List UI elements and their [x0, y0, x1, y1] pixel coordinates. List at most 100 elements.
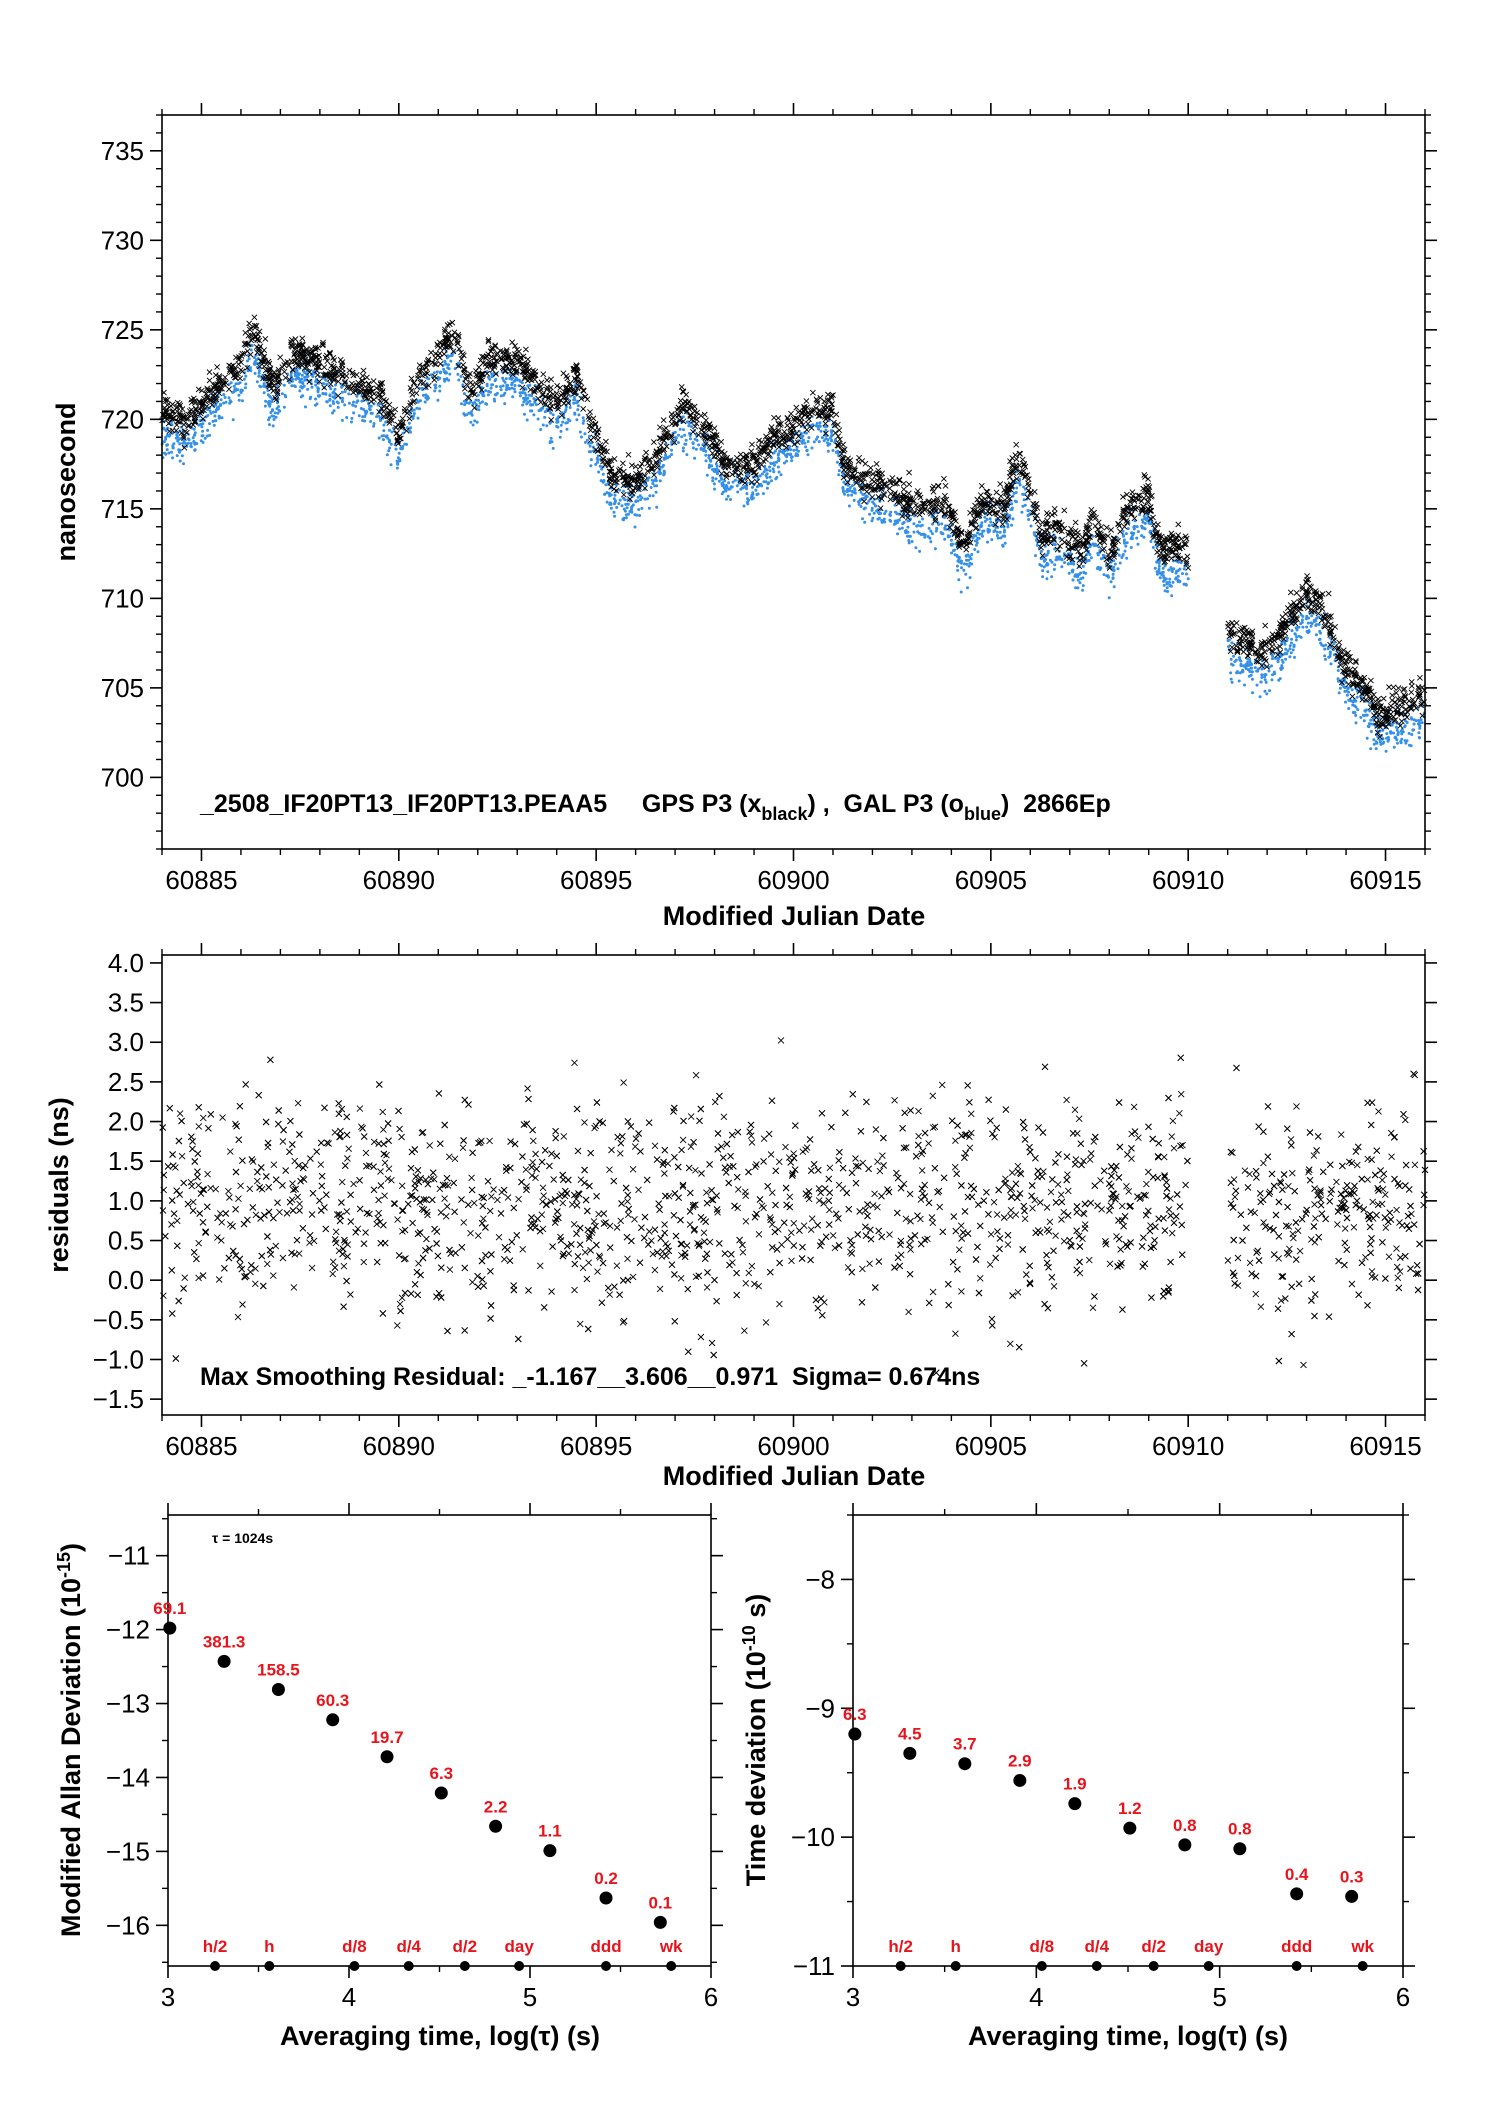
- gal-point: [1237, 679, 1241, 683]
- gal-point: [271, 408, 274, 412]
- gal-point: [589, 464, 593, 468]
- gal-point: [826, 443, 830, 447]
- gal-point: [973, 548, 977, 551]
- gal-point: [1246, 660, 1250, 664]
- gps-point: [165, 420, 172, 427]
- gps-point: [1394, 696, 1401, 702]
- gal-point: [1263, 689, 1267, 693]
- gal-point: [1305, 625, 1309, 629]
- gal-point: [523, 412, 526, 416]
- gal-point: [613, 493, 617, 497]
- gal-point: [850, 493, 854, 497]
- gal-point: [1053, 547, 1057, 551]
- gal-point: [298, 380, 302, 384]
- gal-point: [1260, 676, 1264, 679]
- gal-point: [433, 383, 437, 387]
- gal-point: [577, 413, 581, 417]
- gal-point: [647, 506, 651, 510]
- gal-point: [1363, 709, 1367, 713]
- gps-point: [407, 402, 414, 409]
- gal-point: [620, 504, 624, 508]
- gal-point: [298, 389, 302, 393]
- gps-point: [1101, 539, 1108, 546]
- gal-point: [674, 436, 678, 440]
- gal-point: [1284, 657, 1288, 661]
- gal-point: [268, 416, 271, 420]
- gal-point: [1246, 657, 1250, 661]
- gal-point: [1396, 732, 1400, 736]
- gal-point: [950, 551, 954, 555]
- gal-point: [804, 445, 808, 449]
- gal-point: [1136, 542, 1140, 546]
- gps-point: [174, 408, 181, 415]
- gal-point: [1112, 585, 1116, 589]
- gal-point: [1378, 738, 1382, 742]
- gal-point: [914, 546, 918, 550]
- gal-point: [262, 382, 266, 386]
- gal-point: [314, 383, 318, 387]
- gal-point: [643, 497, 647, 501]
- gal-point: [1122, 538, 1126, 542]
- gal-point: [519, 380, 523, 384]
- gal-point: [965, 558, 968, 562]
- gps-point: [1416, 674, 1423, 681]
- gal-point: [396, 456, 400, 460]
- gps-point: [1077, 552, 1084, 559]
- gal-point: [1354, 713, 1358, 717]
- gal-point: [385, 434, 389, 438]
- gal-point: [1282, 639, 1286, 643]
- gal-point: [996, 536, 1000, 540]
- gal-point: [401, 444, 405, 448]
- gal-point: [1364, 713, 1368, 717]
- gps-point: [450, 348, 457, 355]
- gal-point: [992, 530, 996, 533]
- gal-point: [733, 478, 737, 482]
- gps-point: [1016, 462, 1023, 469]
- gal-point: [920, 523, 924, 527]
- gal-point: [1263, 678, 1267, 682]
- gps-point: [1392, 716, 1399, 723]
- gal-point: [1369, 718, 1373, 722]
- gal-point: [446, 366, 450, 370]
- gal-point: [983, 515, 987, 519]
- gal-point: [520, 391, 524, 395]
- gal-point: [1400, 737, 1404, 741]
- gal-point: [609, 506, 613, 510]
- gal-point: [223, 396, 227, 399]
- gal-point: [369, 420, 373, 423]
- gal-point: [1072, 562, 1076, 566]
- gps-point: [277, 354, 284, 361]
- gps-point: [553, 390, 560, 397]
- gal-point: [1153, 566, 1157, 570]
- gal-point: [178, 450, 181, 454]
- gps-point: [978, 482, 985, 489]
- gal-point: [277, 405, 280, 409]
- gal-point: [484, 389, 488, 393]
- gal-point: [524, 393, 528, 397]
- gal-point: [444, 371, 447, 375]
- gps-point: [1375, 699, 1382, 706]
- gal-point: [843, 492, 847, 496]
- gal-point: [918, 549, 922, 553]
- gal-point: [877, 512, 881, 516]
- gps-point: [862, 460, 869, 467]
- gps-point: [775, 415, 782, 422]
- gal-point: [318, 394, 321, 398]
- gal-point: [1174, 571, 1178, 575]
- gal-point: [1280, 664, 1284, 668]
- gal-point: [949, 538, 953, 542]
- gal-point: [1259, 680, 1263, 684]
- gal-point: [427, 377, 431, 381]
- gal-point: [1277, 678, 1281, 682]
- gal-point: [513, 384, 517, 387]
- gal-point: [388, 446, 392, 450]
- gal-point: [929, 540, 933, 544]
- gps-point: [246, 320, 253, 327]
- gal-point: [751, 496, 755, 500]
- gal-point: [758, 474, 762, 478]
- gal-point: [923, 535, 927, 539]
- gal-point: [1081, 588, 1085, 592]
- gal-point: [394, 447, 398, 451]
- gal-point: [664, 456, 668, 460]
- gal-point: [582, 419, 586, 423]
